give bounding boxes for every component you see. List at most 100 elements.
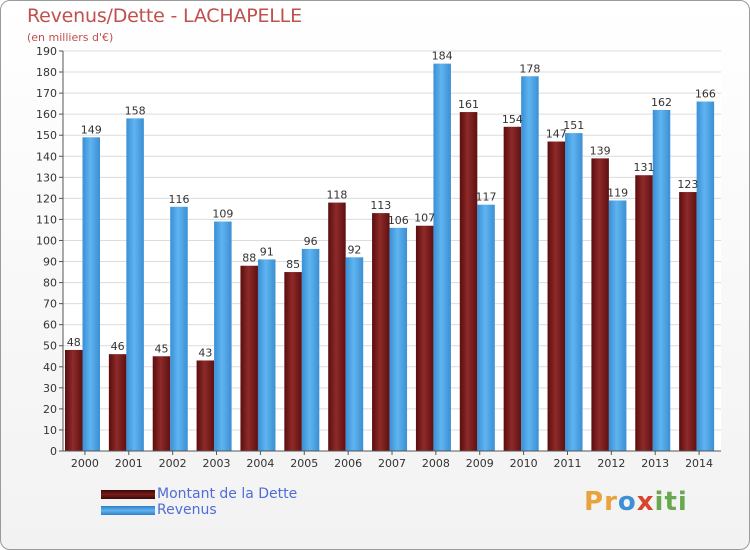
bar-dette (459, 112, 478, 451)
chart-subtitle: (en milliers d'€) (27, 31, 114, 44)
x-tick-label: 2006 (334, 457, 362, 470)
data-label-revenus: 149 (81, 123, 102, 136)
x-tick-label: 2001 (115, 457, 143, 470)
bar-dette (152, 356, 171, 451)
bar-revenus (126, 118, 144, 452)
chart-title: Revenus/Dette - LACHAPELLE (27, 5, 302, 27)
y-tick-label: 160 (36, 108, 57, 121)
data-label-revenus: 162 (651, 96, 672, 109)
brand-letter: P (584, 487, 605, 517)
data-label-dette: 154 (502, 113, 523, 126)
bar-revenus (82, 137, 100, 451)
brand-letter: i (654, 487, 665, 517)
bar-dette (415, 225, 434, 451)
data-label-dette: 45 (154, 342, 168, 355)
bar-revenus (652, 109, 671, 452)
data-label-dette: 161 (458, 98, 479, 111)
data-label-revenus: 91 (260, 245, 274, 258)
legend-label-dette: Montant de la Dette (157, 486, 298, 502)
y-tick-label: 40 (43, 361, 57, 374)
bar-revenus (170, 206, 188, 451)
data-label-revenus: 116 (168, 193, 189, 206)
data-label-dette: 118 (326, 189, 347, 202)
bar-dette (65, 349, 83, 451)
x-tick-label: 2013 (641, 457, 669, 470)
data-label-dette: 46 (111, 340, 125, 353)
y-tick-label: 20 (43, 403, 57, 416)
brand-letter: o (617, 487, 637, 517)
brand-letter: x (636, 487, 655, 517)
y-tick-label: 90 (43, 256, 57, 269)
y-tick-label: 100 (36, 234, 57, 247)
bar-dette (679, 192, 697, 452)
bar-dette (635, 175, 653, 452)
data-label-dette: 139 (590, 144, 611, 157)
bar-revenus (389, 227, 408, 451)
x-tick-label: 2005 (290, 457, 318, 470)
data-label-revenus: 92 (347, 243, 361, 256)
data-label-revenus: 96 (304, 235, 318, 248)
y-tick-label: 180 (36, 66, 57, 79)
data-label-revenus: 106 (388, 214, 409, 227)
bar-revenus (214, 221, 232, 451)
bar-revenus (696, 101, 715, 452)
brand-letter: r (604, 487, 618, 517)
y-tick-label: 120 (36, 192, 57, 205)
data-label-revenus: 158 (125, 104, 146, 117)
brand-letter: t (664, 487, 678, 517)
data-label-revenus: 119 (607, 186, 628, 199)
data-label-dette: 88 (242, 252, 256, 265)
data-label-dette: 48 (67, 336, 81, 349)
data-label-dette: 131 (634, 161, 655, 174)
bar-dette (372, 213, 390, 451)
bar-revenus (608, 200, 627, 451)
x-tick-label: 2010 (510, 457, 538, 470)
data-label-revenus: 166 (695, 88, 716, 101)
bar-dette (108, 354, 127, 451)
data-label-dette: 147 (546, 128, 567, 141)
y-tick-label: 190 (36, 45, 57, 58)
bar-dette (284, 272, 302, 451)
bar-revenus (345, 257, 364, 451)
axes: 0 10 20 30 40 50 60 70 80 90 100 110 120 130 140 150 160… (36, 45, 721, 470)
brand-letter: i (677, 487, 688, 517)
y-tick-label: 170 (36, 87, 57, 100)
y-tick-label: 150 (36, 129, 57, 142)
bars (65, 63, 715, 452)
bar-dette (196, 360, 215, 451)
x-tick-label: 2012 (597, 457, 625, 470)
x-tick-label: 2007 (378, 457, 406, 470)
data-label-dette: 123 (677, 178, 698, 191)
bar-dette (240, 265, 258, 451)
x-tick-label: 2014 (685, 457, 713, 470)
y-tick-label: 130 (36, 171, 57, 184)
data-label-dette: 43 (198, 346, 212, 359)
data-label-revenus: 151 (563, 119, 584, 132)
data-label-dette: 85 (286, 258, 300, 271)
data-label-revenus: 178 (519, 62, 540, 75)
bar-dette (328, 202, 346, 451)
bar-dette (547, 141, 566, 452)
x-tick-label: 2000 (71, 457, 99, 470)
bar-revenus (301, 248, 320, 451)
data-label-revenus: 109 (212, 208, 233, 221)
y-tick-label: 80 (43, 277, 57, 290)
y-tick-label: 0 (50, 445, 57, 458)
y-tick-label: 140 (36, 150, 57, 163)
y-tick-label: 10 (43, 424, 57, 437)
x-tick-label: 2009 (466, 457, 494, 470)
legend-label-revenus: Revenus (157, 502, 217, 518)
bar-revenus (477, 204, 495, 451)
x-tick-label: 2002 (159, 457, 187, 470)
data-label-revenus: 117 (476, 191, 497, 204)
y-tick-label: 30 (43, 382, 57, 395)
data-labels: 48 149 46 158 45 116 43 109 88 91 85 96 118 92 113 106 1… (67, 50, 716, 360)
x-tick-label: 2008 (422, 457, 450, 470)
bar-revenus (521, 76, 539, 452)
y-tick-label: 70 (43, 298, 57, 311)
bar-dette (503, 126, 522, 451)
x-tick-label: 2004 (246, 457, 274, 470)
y-tick-label: 50 (43, 340, 57, 353)
